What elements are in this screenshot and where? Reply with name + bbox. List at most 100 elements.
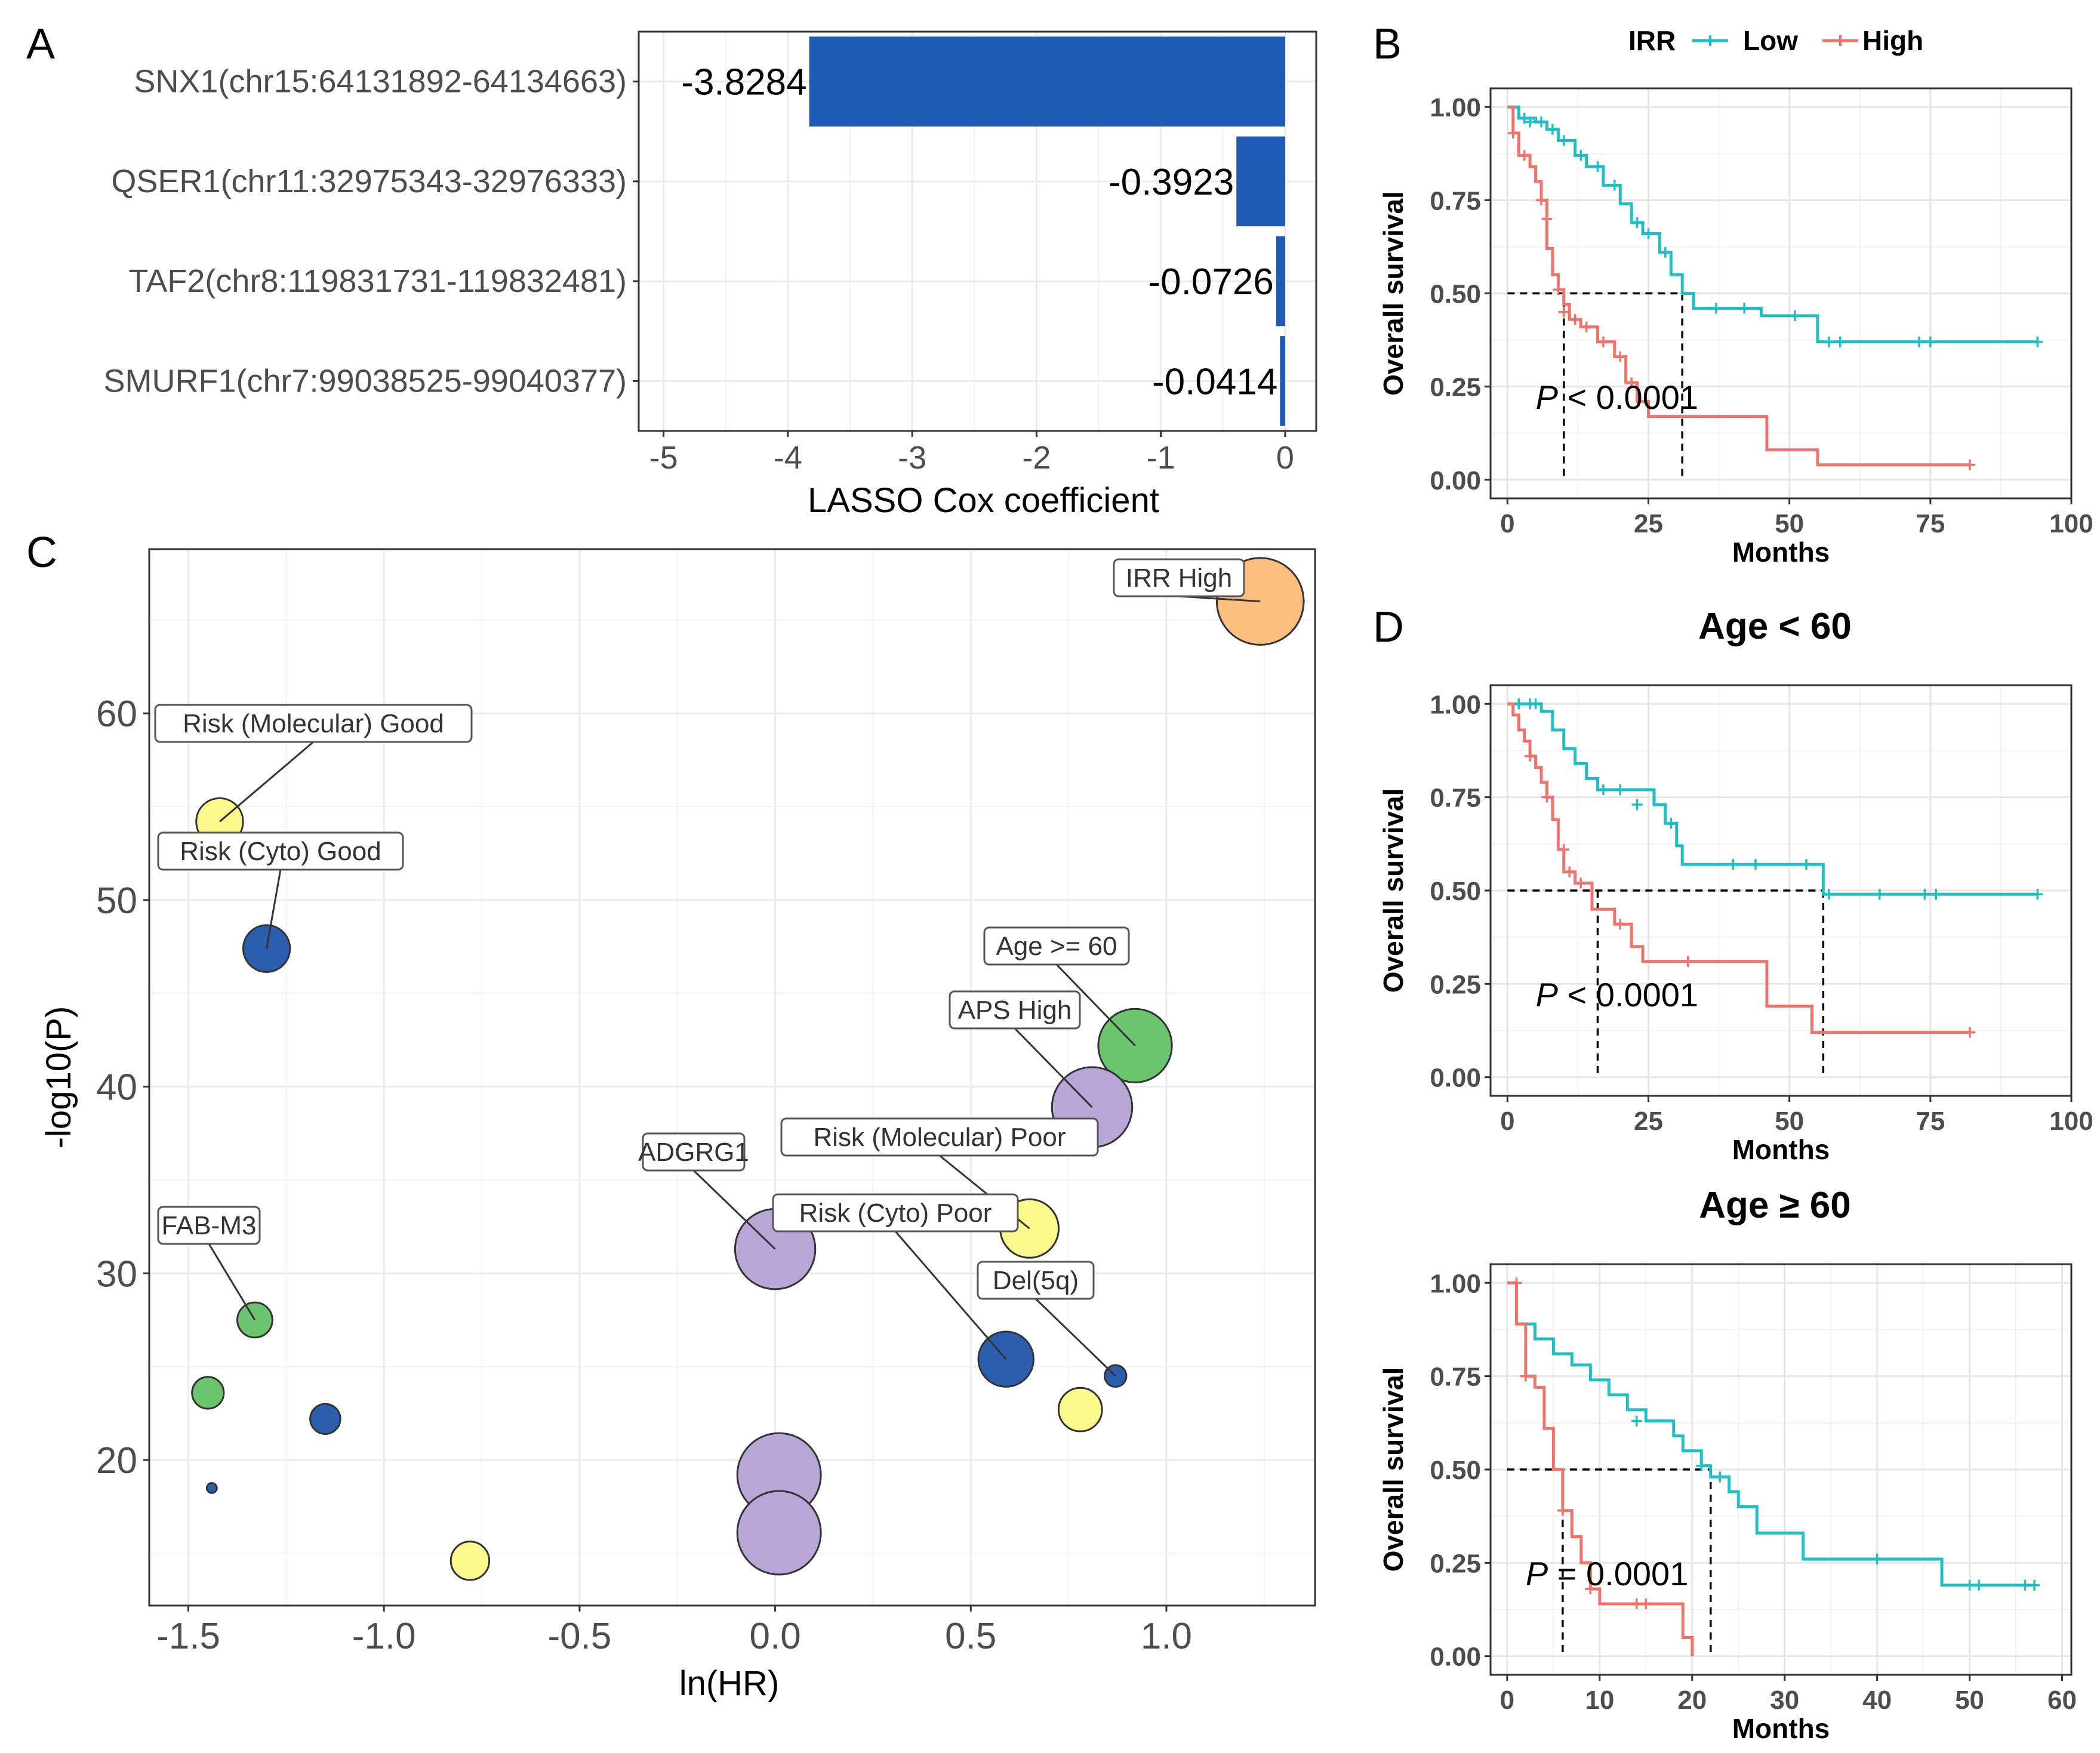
label-leader-line: [1055, 963, 1136, 1046]
censor-mark: [1547, 124, 1558, 135]
x-axis-title: ln(HR): [679, 1664, 780, 1703]
censor-mark: [1682, 956, 1693, 967]
survival-curve-low: [1507, 702, 2038, 896]
censor-mark: [1665, 818, 1677, 829]
y-tick-label: SMURF1(chr7:99038525-99040377): [103, 363, 627, 399]
bubble: [736, 1490, 822, 1576]
x-tick-label: 75: [1916, 509, 1945, 538]
panel-letter-b: B: [1373, 20, 1402, 68]
x-tick-label: 0: [1500, 509, 1514, 538]
bubble-label: Risk (Molecular) Poor: [814, 1123, 1066, 1152]
survival-curve-low: [1507, 105, 2038, 344]
x-tick-label: 0: [1500, 1107, 1514, 1136]
bubble-label: Risk (Molecular) Good: [183, 709, 444, 738]
censor-mark: [1710, 303, 1722, 314]
p-value-text: < 0.0001: [1558, 378, 1698, 416]
censor-mark: [1790, 310, 1801, 321]
y-tick-label: QSER1(chr11:32975343-32976333): [111, 164, 627, 199]
censor-mark: [1631, 799, 1643, 811]
censor-mark: [1964, 1579, 1975, 1591]
y-tick-label: 1.00: [1430, 690, 1481, 719]
bubble: [1057, 1387, 1103, 1432]
bubble: [309, 1403, 341, 1435]
censor-mark: [1930, 889, 1942, 900]
survival-curve-high: [1507, 702, 1970, 1034]
panel-c-bubble-chart: IRR High Risk (Molecular) Good Risk (Cyto)…: [39, 548, 1316, 1703]
censor-mark: [1569, 314, 1581, 325]
censor-mark: [1615, 351, 1626, 362]
y-tick-label: 20: [96, 1440, 137, 1481]
censor-mark: [1801, 859, 1812, 870]
censor-mark: [1530, 698, 1541, 710]
x-axis-title: Months: [1732, 1713, 1830, 1744]
p-value-symbol: P: [1536, 378, 1558, 416]
label-leader-line: [218, 741, 314, 822]
censor-mark: [1564, 866, 1575, 877]
x-tick-label: -4: [774, 440, 802, 476]
censor-mark: [1609, 180, 1620, 191]
bubble: [449, 1541, 491, 1581]
bubble: [191, 1376, 225, 1410]
bubble: [242, 924, 291, 973]
y-tick-label: 0.50: [1430, 1456, 1481, 1485]
x-tick-label: 75: [1916, 1107, 1945, 1136]
censor-mark: [2032, 889, 2043, 900]
p-value-symbol: P: [1536, 976, 1558, 1013]
plot-border: [148, 548, 1316, 1607]
y-tick-label: 0.00: [1430, 1064, 1481, 1093]
censor-mark: [1919, 889, 1930, 900]
y-tick-label: 0.75: [1430, 784, 1481, 813]
label-leader-line: [894, 1231, 1007, 1360]
label-leader-line: [1014, 1027, 1093, 1108]
bubble: [205, 1482, 218, 1494]
x-tick-label: 30: [1770, 1686, 1799, 1715]
censor-mark: [1631, 1598, 1642, 1610]
y-tick-label: 0.50: [1430, 280, 1481, 309]
label-leader-line: [208, 1243, 256, 1321]
x-tick-label: 10: [1585, 1686, 1614, 1715]
censor-mark: [1973, 1579, 1985, 1591]
x-tick-label: 100: [2049, 509, 2093, 538]
x-tick-label: 50: [1775, 509, 1804, 538]
censor-mark: [1575, 150, 1587, 161]
bar-value-label: -0.0726: [1148, 261, 1274, 303]
panel-d-km-age-over-60: P = 0.0001 0 10 20 30 40 50 60 0.00 0.25 0.50 0.75 1…: [1378, 1185, 2077, 1744]
panel-letter-c: C: [26, 529, 57, 577]
censor-mark: [2032, 336, 2043, 347]
x-tick-label: 0.5: [945, 1616, 996, 1657]
y-tick-label: 0.25: [1430, 1549, 1481, 1578]
survival-curve-low: [1507, 1281, 2035, 1587]
censor-mark: [2019, 1579, 2031, 1591]
censor-mark: [1750, 859, 1761, 870]
p-value-symbol: P: [1526, 1555, 1548, 1592]
bubble-label: IRR High: [1126, 563, 1233, 593]
censor-mark: [1592, 161, 1603, 172]
censor-mark: [1964, 459, 1975, 470]
x-tick-label: -3: [898, 440, 926, 476]
censor-mark: [1823, 336, 1834, 347]
censor-mark: [2029, 1579, 2040, 1591]
panel-letter-a: A: [26, 20, 55, 68]
censor-mark: [1513, 698, 1525, 710]
censor-mark: [1511, 1277, 1522, 1289]
y-tick-label: 0.25: [1430, 970, 1481, 999]
censor-mark: [1597, 336, 1609, 347]
censor-mark: [1615, 919, 1626, 930]
y-tick-label: SNX1(chr15:64131892-64134663): [134, 64, 627, 100]
p-value-text: < 0.0001: [1558, 976, 1698, 1013]
y-tick-label: 50: [96, 880, 137, 922]
censor-mark: [1507, 127, 1519, 138]
x-axis-title: LASSO Cox coefficient: [808, 481, 1159, 520]
x-tick-label: -0.5: [547, 1616, 611, 1657]
bubble-label: Del(5q): [993, 1266, 1079, 1295]
censor-mark: [1525, 116, 1536, 128]
legend-entry: High: [1862, 25, 1923, 56]
legend-title: IRR: [1628, 25, 1676, 56]
label-box: [780, 1117, 1099, 1157]
y-tick-label: 0.00: [1430, 466, 1481, 495]
x-axis-title: Months: [1732, 537, 1830, 568]
bubble-label: FAB-M3: [162, 1211, 257, 1240]
censor-mark: [1597, 784, 1609, 796]
censor-mark: [1631, 1415, 1642, 1427]
p-value-text: = 0.0001: [1548, 1555, 1688, 1592]
